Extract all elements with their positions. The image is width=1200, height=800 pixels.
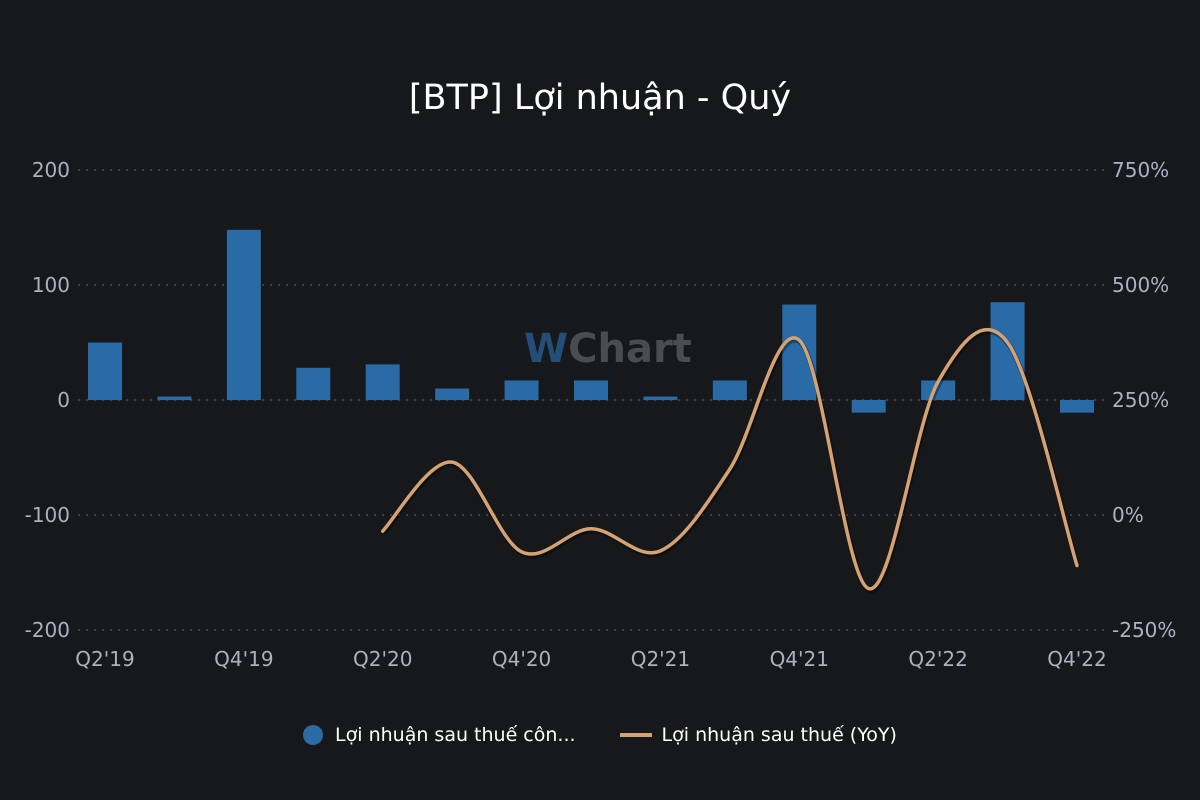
line-shadow [381, 329, 1081, 594]
watermark-w-icon: W [524, 326, 569, 372]
bar[interactable] [921, 380, 956, 400]
legend-item-bar-series[interactable]: Lợi nhuận sau thuế côn... [303, 724, 576, 746]
left-axis-tick: 200 [32, 158, 70, 182]
bar[interactable] [851, 400, 886, 413]
bar[interactable] [990, 302, 1025, 400]
left-axis-tick: -200 [25, 618, 70, 642]
legend-item-line-series[interactable]: Lợi nhuận sau thuế (YoY) [619, 724, 897, 746]
right-axis-tick: 750% [1112, 158, 1169, 182]
x-axis-tick: Q2'20 [353, 647, 412, 671]
legend-bar-label: Lợi nhuận sau thuế côn... [335, 724, 576, 746]
right-axis-tick: 500% [1112, 273, 1169, 297]
bar[interactable] [157, 396, 192, 400]
legend: Lợi nhuận sau thuế côn... Lợi nhuận sau … [0, 724, 1200, 746]
bar[interactable] [782, 304, 817, 400]
bar[interactable] [504, 380, 539, 400]
bar[interactable] [88, 342, 122, 401]
bar[interactable] [226, 229, 261, 400]
x-axis-tick: Q2'22 [908, 647, 967, 671]
bar[interactable] [712, 380, 747, 400]
x-axis-tick: Q2'19 [75, 647, 134, 671]
left-axis-tick: 100 [32, 273, 70, 297]
bar[interactable] [643, 396, 678, 400]
circle-marker-icon [303, 725, 324, 745]
right-axis-tick: 0% [1112, 503, 1144, 527]
x-axis-tick: Q2'21 [631, 647, 690, 671]
x-axis-tick: Q4'22 [1047, 647, 1106, 671]
bar[interactable] [435, 388, 470, 401]
x-axis-tick: Q4'19 [214, 647, 273, 671]
watermark-logo: WChart [524, 326, 692, 372]
legend-line-label: Lợi nhuận sau thuế (YoY) [661, 724, 897, 746]
line-marker-icon [619, 733, 652, 737]
right-axis-tick: -250% [1112, 618, 1176, 642]
x-axis-tick: Q4'21 [770, 647, 829, 671]
bar[interactable] [1060, 400, 1094, 413]
bar[interactable] [574, 380, 608, 400]
left-axis-tick: -100 [25, 503, 70, 527]
yoy-line[interactable] [380, 328, 1079, 591]
chart-title: [BTP] Lợi nhuận - Quý [408, 78, 792, 118]
bar[interactable] [296, 367, 331, 400]
right-axis-tick: 250% [1112, 388, 1169, 412]
left-axis-tick: 0 [57, 388, 70, 412]
bar[interactable] [365, 364, 400, 400]
x-axis-tick: Q4'20 [492, 647, 551, 671]
